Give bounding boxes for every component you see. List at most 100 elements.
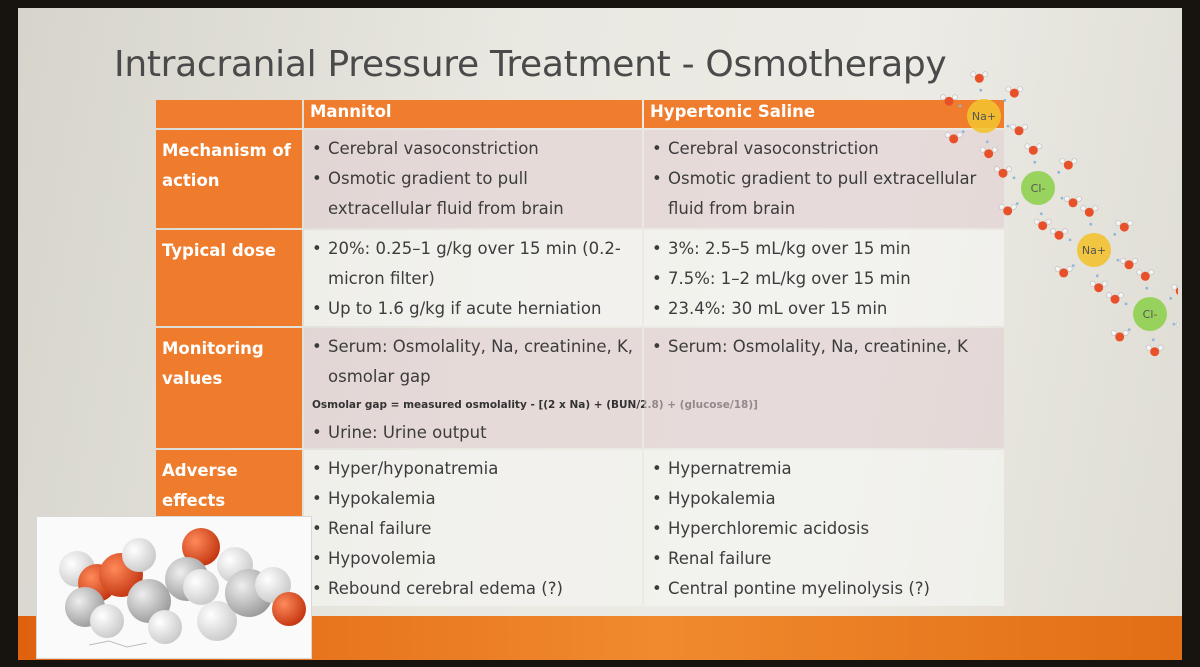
list-item: Hyperchloremic acidosis	[650, 514, 998, 544]
cell-mechanism-saline: Cerebral vasoconstriction Osmotic gradie…	[644, 130, 1004, 228]
water-oxygen-icon	[1124, 260, 1134, 270]
water-hydrogen-icon	[1024, 143, 1031, 150]
water-hydrogen-icon	[979, 146, 986, 153]
water-oxygen-icon	[1059, 268, 1069, 278]
hydration-dot-icon	[985, 140, 989, 144]
water-oxygen-icon	[1054, 230, 1064, 240]
list-item: Hypokalemia	[310, 484, 636, 514]
hydration-dot-icon	[1151, 338, 1155, 342]
water-hydrogen-icon	[1071, 158, 1078, 164]
hydration-dot-icon	[958, 104, 962, 108]
chloride-ion-icon	[1021, 171, 1055, 205]
cell-dose-mannitol: 20%: 0.25–1 g/kg over 15 min (0.2-micron…	[304, 230, 642, 326]
cell-monitoring-mannitol: Serum: Osmolality, Na, creatinine, K, os…	[304, 328, 758, 448]
hydration-dot-icon	[1003, 98, 1007, 102]
row-label-text: Adverse effects	[162, 461, 238, 510]
hydration-dot-icon	[1145, 286, 1149, 290]
hydration-dot-icon	[1071, 264, 1075, 268]
water-hydrogen-icon	[956, 132, 963, 138]
water-oxygen-icon	[1115, 332, 1125, 342]
ion-label: Cl-	[1143, 308, 1158, 321]
water-oxygen-icon	[1119, 222, 1129, 232]
water-hydrogen-icon	[1089, 280, 1096, 287]
water-oxygen-icon	[1003, 206, 1013, 216]
list-item: Renal failure	[310, 514, 636, 544]
list: Hypernatremia Hypokalemia Hyperchloremic…	[650, 454, 998, 604]
water-hydrogen-icon	[1054, 266, 1061, 272]
hydration-dot-icon	[1033, 160, 1037, 164]
water-oxygen-icon	[1110, 294, 1120, 304]
water-hydrogen-icon	[1118, 292, 1124, 299]
hydration-dot-icon	[1068, 238, 1072, 242]
water-hydrogen-icon	[1136, 269, 1143, 276]
water-hydrogen-icon	[1017, 86, 1024, 92]
list: Cerebral vasoconstriction Osmotic gradie…	[310, 134, 636, 224]
list-item: Cerebral vasoconstriction	[310, 134, 636, 164]
water-hydrogen-icon	[998, 204, 1005, 210]
hydration-dot-icon	[1057, 170, 1061, 174]
water-hydrogen-icon	[1148, 269, 1155, 276]
list-item: Central pontine myelinolysis (?)	[650, 574, 998, 604]
water-oxygen-icon	[1028, 145, 1038, 155]
row-label-text: Typical dose	[162, 241, 276, 260]
water-oxygen-icon	[998, 168, 1008, 178]
list-item: 3%: 2.5–5 mL/kg over 15 min	[650, 234, 998, 264]
header-saline-label: Hypertonic Saline	[650, 102, 816, 121]
cell-monitoring-saline: Serum: Osmolality, Na, creatinine, K	[644, 328, 1004, 448]
list: Serum: Osmolality, Na, creatinine, K, os…	[310, 332, 636, 392]
list-item: Hypokalemia	[650, 484, 998, 514]
water-hydrogen-icon	[1064, 195, 1070, 202]
list-item: Hypovolemia	[310, 544, 636, 574]
header-mannitol-label: Mannitol	[310, 102, 392, 121]
ion-label: Na+	[1082, 244, 1106, 257]
ion-label: Cl-	[1031, 182, 1046, 195]
water-oxygen-icon	[1014, 126, 1024, 136]
water-hydrogen-icon	[1120, 257, 1126, 264]
water-oxygen-icon	[1084, 207, 1094, 217]
water-hydrogen-icon	[1036, 143, 1043, 150]
water-hydrogen-icon	[991, 146, 998, 153]
water-oxygen-icon	[1038, 221, 1048, 231]
list: Cerebral vasoconstriction Osmotic gradie…	[650, 134, 998, 224]
water-hydrogen-icon	[952, 94, 958, 101]
cell-mechanism-mannitol: Cerebral vasoconstriction Osmotic gradie…	[304, 130, 642, 228]
hydration-dot-icon	[1012, 176, 1016, 180]
sodium-ion-icon	[1077, 233, 1111, 267]
hydration-dot-icon	[979, 88, 983, 92]
ion-hydration-illustration: Na+ Cl- Na+ Cl-	[940, 71, 1178, 357]
water-hydrogen-icon	[1022, 123, 1028, 130]
slide: Intracranial Pressure Treatment - Osmoth…	[18, 8, 1182, 660]
hydration-dot-icon	[1169, 296, 1173, 300]
list-item: Serum: Osmolality, Na, creatinine, K	[650, 332, 998, 362]
slide-title: Intracranial Pressure Treatment - Osmoth…	[114, 44, 947, 85]
list-item: Hyper/hyponatremia	[310, 454, 636, 484]
list: Serum: Osmolality, Na, creatinine, K	[650, 332, 998, 362]
cell-adverse-saline: Hypernatremia Hypokalemia Hyperchloremic…	[644, 450, 1004, 606]
water-hydrogen-icon	[1092, 205, 1099, 212]
water-hydrogen-icon	[1176, 322, 1178, 328]
list-item: Osmotic gradient to pull extracellular f…	[310, 164, 636, 224]
mannitol-molecule-image	[36, 516, 312, 659]
water-hydrogen-icon	[1101, 280, 1108, 287]
water-hydrogen-icon	[1171, 284, 1178, 290]
row-label-typical-dose: Typical dose	[156, 230, 302, 326]
osmolar-gap-formula: Osmolar gap = measured osmolality - [(2 …	[312, 399, 758, 411]
header-hypertonic-saline: Hypertonic Saline	[644, 100, 1004, 128]
hydration-dot-icon	[961, 130, 965, 134]
water-hydrogen-icon	[1059, 158, 1066, 164]
row-label-mechanism: Mechanism of action	[156, 130, 302, 228]
water-hydrogen-icon	[1145, 344, 1152, 351]
water-hydrogen-icon	[1157, 344, 1164, 351]
water-hydrogen-icon	[982, 71, 989, 78]
list-item: Up to 1.6 g/kg if acute herniation	[310, 294, 636, 324]
water-hydrogen-icon	[1076, 195, 1082, 202]
water-hydrogen-icon	[940, 94, 946, 101]
list-item: 7.5%: 1–2 mL/kg over 15 min	[650, 264, 998, 294]
hydration-dot-icon	[1015, 202, 1019, 206]
water-hydrogen-icon	[970, 71, 977, 78]
list-item: 20%: 0.25–1 g/kg over 15 min (0.2-micron…	[310, 234, 636, 294]
water-hydrogen-icon	[1122, 330, 1129, 336]
water-hydrogen-icon	[1010, 123, 1016, 130]
water-oxygen-icon	[1150, 347, 1160, 357]
row-label-adverse-effects: Adverse effects	[156, 450, 302, 518]
